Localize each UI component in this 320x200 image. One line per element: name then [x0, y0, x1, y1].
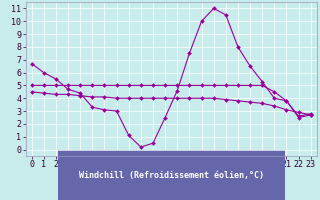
X-axis label: Windchill (Refroidissement éolien,°C): Windchill (Refroidissement éolien,°C) — [79, 171, 264, 180]
